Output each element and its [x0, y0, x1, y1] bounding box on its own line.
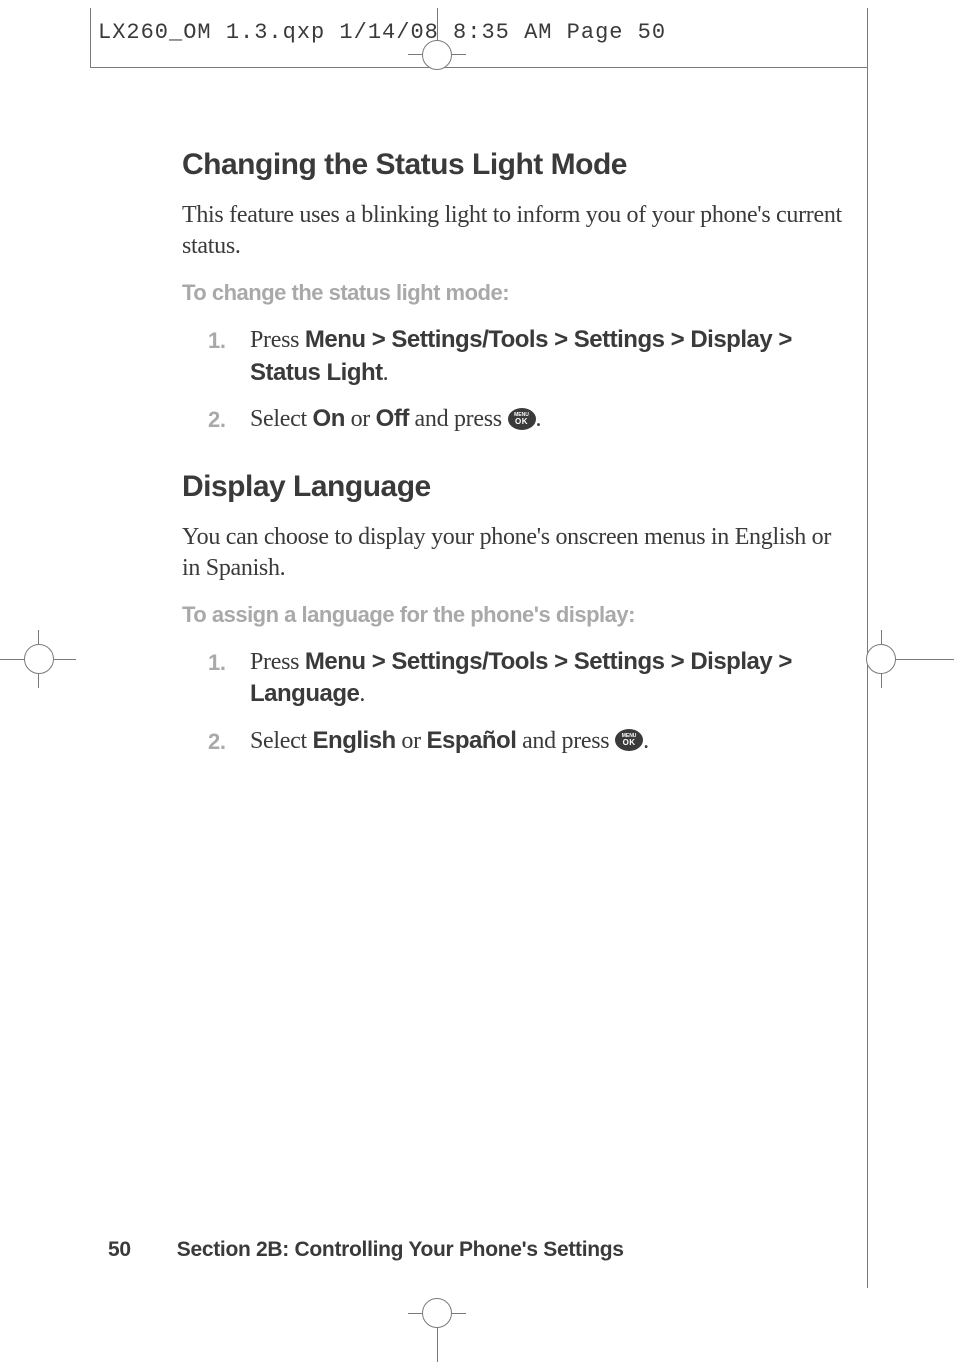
section-heading: Display Language [182, 470, 842, 504]
list-item: 2. Select English or Español and press M… [208, 725, 842, 757]
section-block: Display Language You can choose to displ… [182, 470, 842, 758]
print-proof-header: LX260_OM 1.3.qxp 1/14/08 8:35 AM Page 50 [98, 20, 666, 45]
registration-mark [866, 644, 896, 674]
step-list: 1. Press Menu > Settings/Tools > Setting… [208, 324, 842, 435]
intro-paragraph: This feature uses a blinking light to in… [182, 200, 842, 262]
registration-mark [24, 644, 54, 674]
intro-paragraph: You can choose to display your phone's o… [182, 522, 842, 584]
footer-section-title: Section 2B: Controlling Your Phone's Set… [177, 1238, 624, 1261]
list-item: 1. Press Menu > Settings/Tools > Setting… [208, 324, 842, 389]
crop-frame-line [90, 67, 868, 68]
step-number: 2. [208, 403, 250, 435]
crop-frame-line [867, 8, 868, 1288]
registration-mark [422, 1298, 452, 1328]
step-text: Select English or Español and press MENU… [250, 725, 842, 757]
menu-ok-button-icon: MENUOK [508, 408, 536, 430]
step-text: Press Menu > Settings/Tools > Settings >… [250, 646, 842, 711]
step-number: 1. [208, 646, 250, 678]
procedure-subhead: To change the status light mode: [182, 280, 842, 306]
page-footer: 50 Section 2B: Controlling Your Phone's S… [108, 1238, 624, 1262]
step-text: Select On or Off and press MENUOK. [250, 403, 842, 435]
page-content: Changing the Status Light Mode This feat… [182, 148, 842, 781]
section-heading: Changing the Status Light Mode [182, 148, 842, 182]
step-number: 1. [208, 324, 250, 356]
page-number: 50 [108, 1238, 131, 1261]
menu-ok-button-icon: MENUOK [615, 729, 643, 751]
procedure-subhead: To assign a language for the phone's dis… [182, 602, 842, 628]
list-item: 1. Press Menu > Settings/Tools > Setting… [208, 646, 842, 711]
crop-frame-line [90, 8, 91, 68]
step-number: 2. [208, 725, 250, 757]
list-item: 2. Select On or Off and press MENUOK. [208, 403, 842, 435]
step-list: 1. Press Menu > Settings/Tools > Setting… [208, 646, 842, 757]
step-text: Press Menu > Settings/Tools > Settings >… [250, 324, 842, 389]
registration-mark [422, 40, 452, 70]
